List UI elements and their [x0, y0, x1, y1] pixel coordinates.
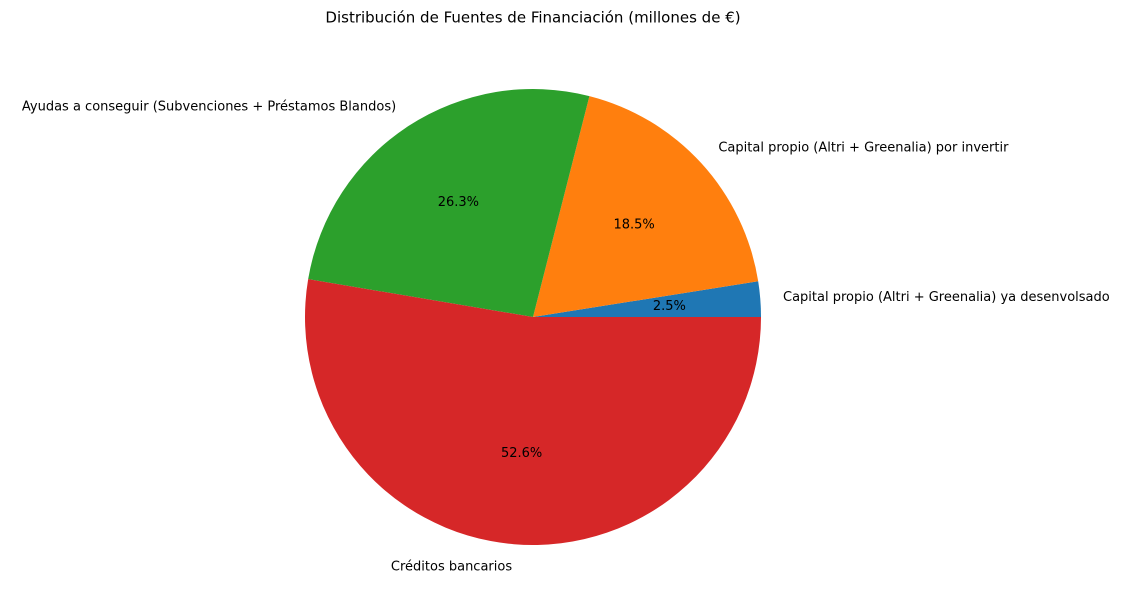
slice-label: Capital propio (Altri + Greenalia) por i… — [718, 141, 1009, 156]
pie-slice — [305, 279, 761, 545]
pie-slice — [533, 96, 759, 317]
chart-title: Distribución de Fuentes de Financiación … — [325, 9, 740, 27]
percent-label: 26.3% — [438, 195, 479, 210]
percent-label: 2.5% — [653, 299, 686, 314]
pie-slice — [308, 89, 590, 318]
percent-label: 52.6% — [501, 446, 542, 461]
slice-label: Ayudas a conseguir (Subvenciones + Prést… — [22, 99, 396, 114]
percent-label: 18.5% — [613, 217, 654, 232]
slice-label: Créditos bancarios — [391, 559, 512, 574]
pie-slice — [533, 281, 761, 317]
slice-label: Capital propio (Altri + Greenalia) ya de… — [783, 290, 1110, 305]
